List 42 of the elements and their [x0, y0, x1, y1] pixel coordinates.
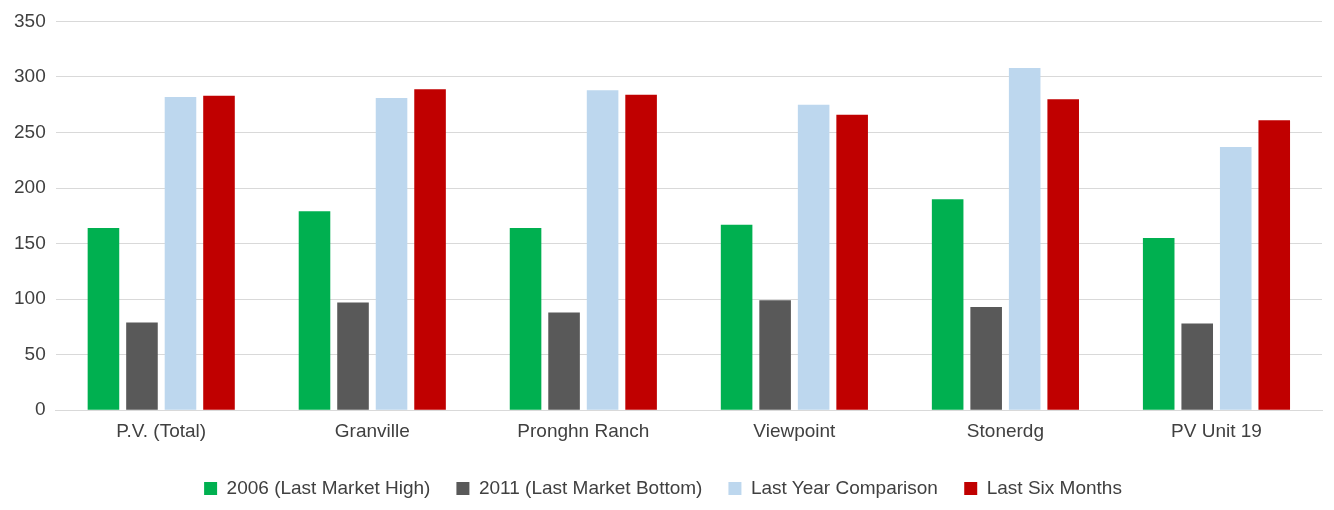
bar — [1219, 146, 1252, 410]
bar — [625, 94, 657, 410]
x-tick-label: Pronghn Ranch — [517, 419, 650, 441]
y-tick-label: 0 — [35, 398, 46, 420]
bar — [836, 114, 868, 410]
bar — [931, 199, 964, 410]
x-tick-label: PV Unit 19 — [1171, 419, 1262, 441]
legend-label: Last Six Months — [986, 476, 1122, 498]
bar — [126, 322, 158, 410]
bar — [797, 104, 830, 410]
x-tick-label: P.V. (Total) — [116, 419, 207, 441]
y-tick-label: 250 — [14, 120, 46, 142]
y-tick-label: 50 — [24, 342, 46, 364]
legend-label: 2011 (Last Market Bottom) — [478, 476, 703, 498]
x-tick-label: Granville — [334, 419, 410, 441]
legend-label: Last Year Comparison — [750, 476, 938, 498]
x-tick-label: Stonerdg — [966, 419, 1044, 441]
bar — [1181, 323, 1214, 410]
bar — [203, 95, 235, 410]
bar — [970, 306, 1002, 410]
y-tick-label: 350 — [14, 9, 46, 31]
x-tick-label: Viewpoint — [753, 419, 837, 441]
bar — [375, 98, 408, 410]
bar — [337, 302, 369, 410]
y-tick-label: 300 — [14, 65, 46, 87]
bar — [298, 211, 331, 410]
bar — [586, 90, 619, 410]
bar — [1008, 68, 1041, 410]
y-tick-label: 200 — [14, 176, 46, 198]
bar — [1258, 120, 1291, 410]
bar — [509, 228, 542, 410]
bar — [164, 96, 197, 410]
y-tick-label: 150 — [14, 231, 46, 253]
bar — [1142, 238, 1175, 410]
bar — [87, 228, 120, 410]
y-tick-label: 100 — [14, 287, 46, 309]
legend-label: 2006 (Last Market High) — [226, 476, 431, 498]
bar — [414, 89, 446, 410]
bar — [1047, 99, 1079, 410]
bar — [720, 224, 753, 410]
bar — [759, 300, 791, 410]
bar — [548, 312, 580, 410]
